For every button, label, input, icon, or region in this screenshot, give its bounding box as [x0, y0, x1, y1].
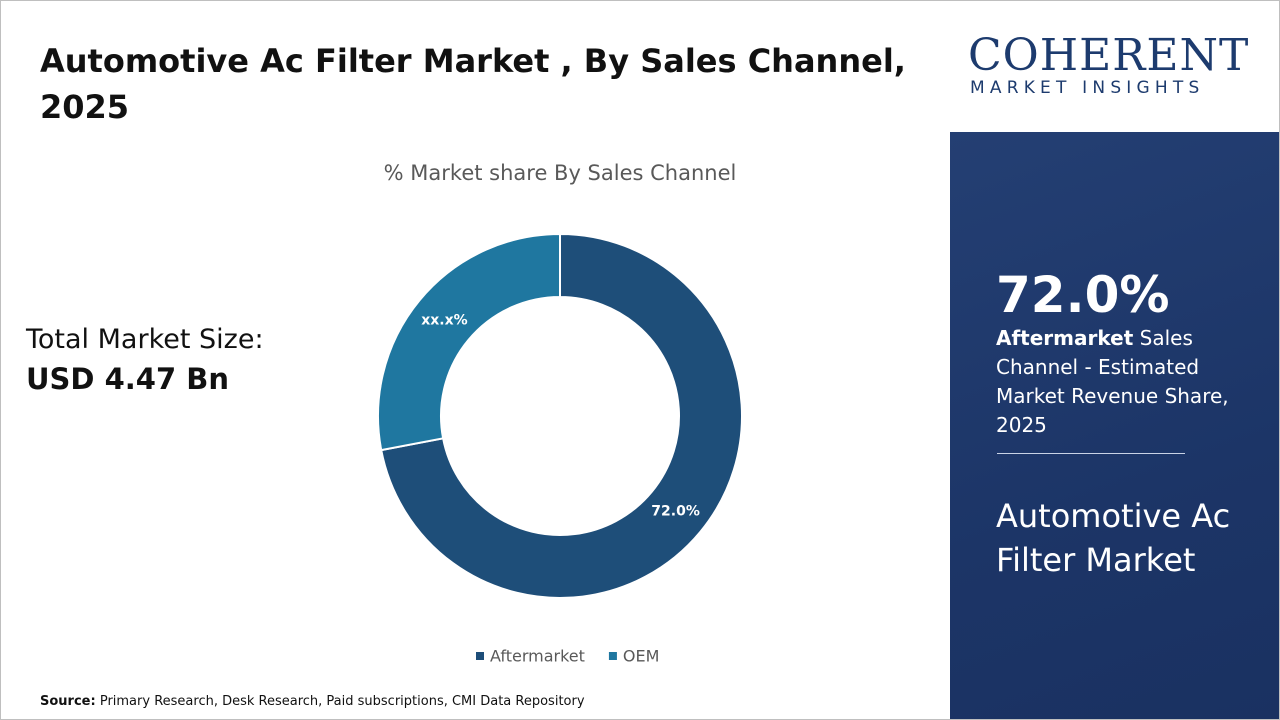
source: Source: Primary Research, Desk Research,…	[40, 694, 585, 709]
logo-area	[950, 0, 1280, 132]
chart-title: Automotive Ac Filter Market , By Sales C…	[40, 42, 906, 126]
logo-name: COHERENT	[968, 30, 1250, 81]
side-panel	[950, 132, 1280, 720]
highlight-value: 72.0%	[996, 266, 1170, 324]
market-name: Automotive Ac Filter Market	[996, 497, 1231, 579]
data-label: xx.x%	[421, 312, 467, 328]
separator	[997, 453, 1185, 454]
highlight-description: Sales Channel - Estimated Market Revenue…	[996, 326, 1229, 437]
legend-label: Aftermarket	[490, 647, 585, 666]
chart-subtitle: % Market share By Sales Channel	[384, 161, 737, 185]
source-text: Primary Research, Desk Research, Paid su…	[99, 694, 585, 709]
legend-label: OEM	[623, 647, 660, 666]
logo-tagline: MARKET INSIGHTS	[970, 78, 1205, 98]
donut-segment	[380, 232, 743, 599]
total-market-value: USD 4.47 Bn	[26, 362, 229, 396]
total-market-label: Total Market Size:	[26, 324, 264, 355]
highlight-segment: Aftermarket	[996, 326, 1134, 350]
data-label: 72.0%	[651, 504, 700, 520]
donut-segment	[377, 232, 561, 452]
legend-swatch	[476, 652, 484, 660]
highlight-text: Aftermarket Sales Channel - Estimated Ma…	[996, 324, 1246, 440]
legend-swatch	[608, 652, 617, 660]
source-label: Source:	[40, 694, 96, 709]
